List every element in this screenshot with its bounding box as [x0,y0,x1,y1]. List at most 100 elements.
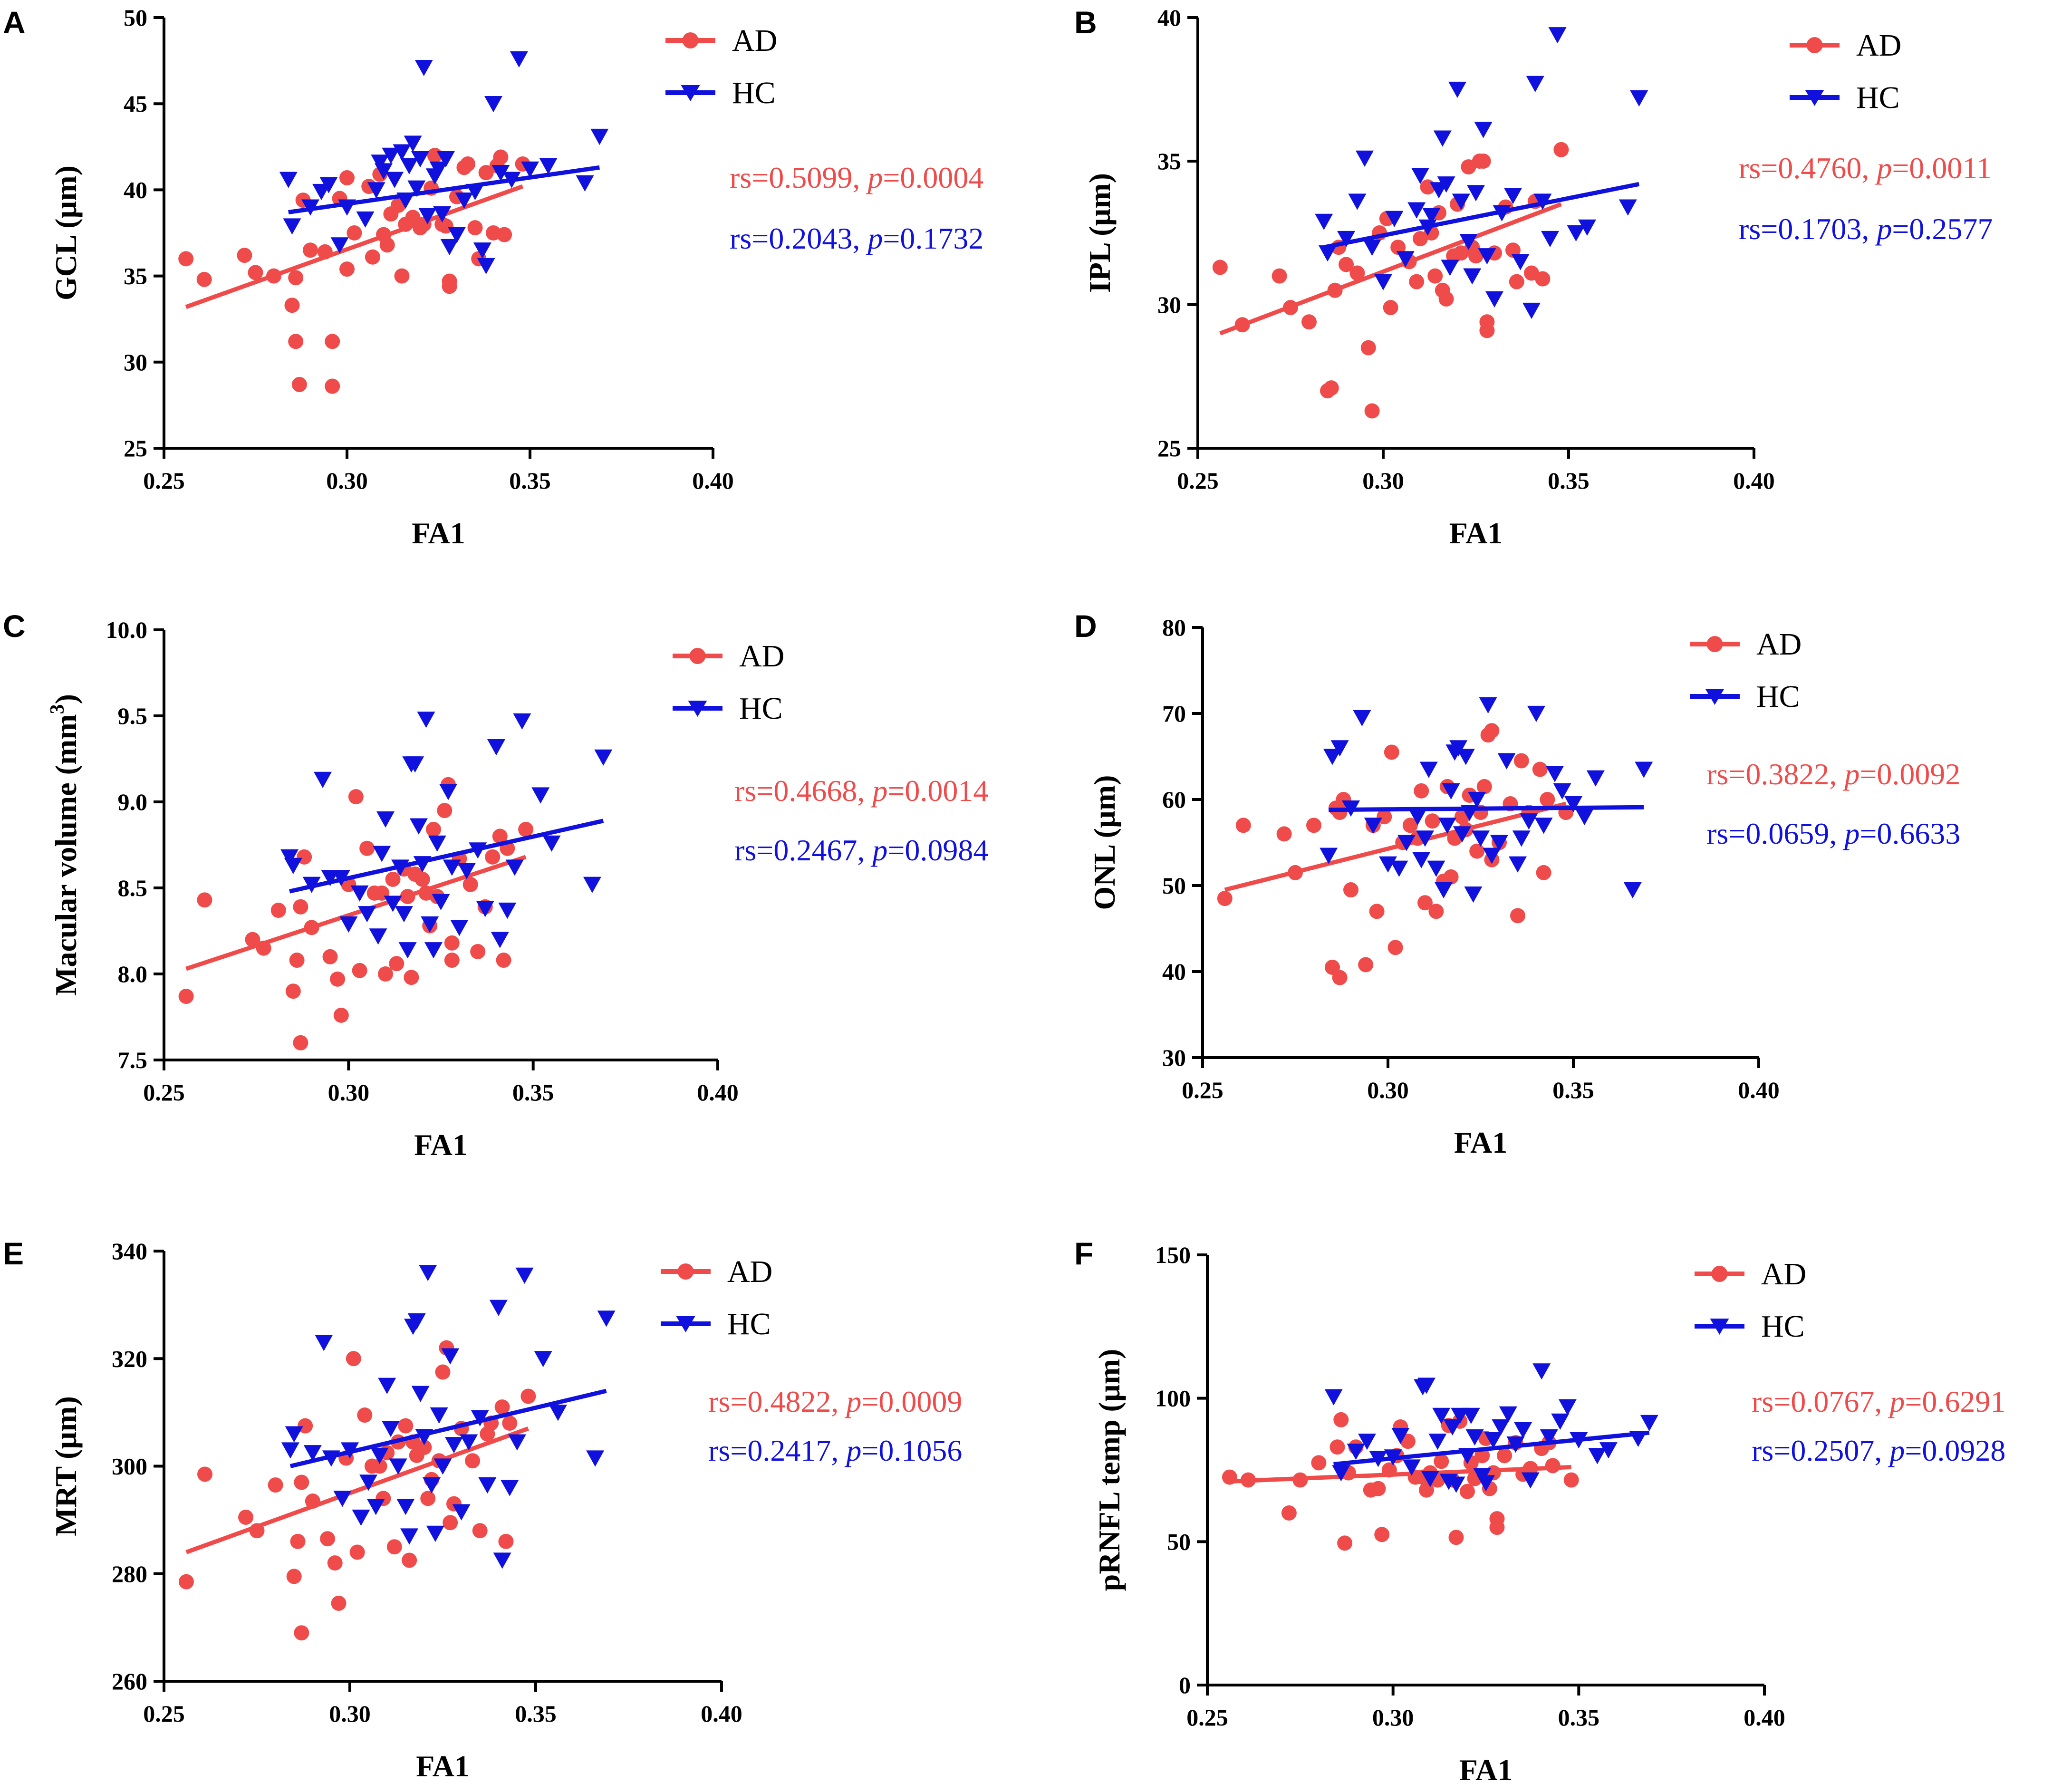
ad-point [1349,265,1365,281]
ad-point [1370,1481,1386,1496]
stat-p-label: p [870,833,887,867]
ad-point [331,1595,347,1611]
hc-point [279,172,298,188]
y-tick-label: 30 [1157,291,1181,318]
ad-point [1448,1530,1464,1545]
hc-point [358,906,376,923]
stat-rs: rs=0.3822, [1706,757,1844,791]
ad-point [437,803,453,819]
stat-rs: rs=0.5099, [730,161,867,194]
hc-point [1546,766,1564,782]
hc-point [471,1410,489,1426]
stat-hc: rs=0.2043, p=0.1732 [730,222,983,255]
y-tick-label: 30 [1162,1044,1186,1071]
ad-point [518,821,534,837]
y-tick-label: 9.0 [118,789,148,815]
hc-point [1320,848,1338,864]
ad-point [425,821,441,837]
ad-point [398,1418,414,1434]
y-tick-label: 8.5 [118,875,148,901]
hc-point [1435,882,1453,899]
panel-d: D 30 40 50 60 70 80 0.25 0.30 0.35 0.40 FA1 ONL (µm)… [1074,608,1960,1159]
legend-marker-hc [1805,90,1824,106]
hc-point [1623,882,1642,899]
stat-p-label: p [866,222,883,255]
y-tick-label: 35 [1157,148,1181,174]
hc-point [330,237,349,254]
ad-point [1235,818,1251,833]
hc-point [1433,130,1452,147]
ad-point [1387,940,1403,955]
ad-point [386,1539,402,1555]
hc-point [303,1445,322,1462]
hc-point [1578,219,1596,236]
x-axis-label: FA1 [1459,1753,1513,1787]
ad-point [333,1007,349,1023]
ad-point [1212,260,1228,275]
ad-point [352,963,367,978]
legend-marker-hc [681,85,700,101]
hc-point [477,258,495,274]
hc-point [539,158,558,174]
hc-point [510,51,528,68]
hc-point [393,144,411,161]
hc-point [1586,770,1605,787]
hc-point [285,1426,303,1443]
hc-point [367,182,385,199]
hc-point [1422,208,1441,224]
stat-p-value: =0.0092 [1859,757,1960,791]
panel-letter: A [3,5,26,40]
ad-point [346,1351,361,1367]
ad-point [1390,240,1406,255]
ad-point [285,983,301,999]
hc-point [384,896,402,912]
hc-point [441,1348,460,1365]
hc-point [1588,1448,1607,1464]
x-tick-label: 0.35 [1548,467,1590,494]
ad-point [1281,1505,1297,1521]
ad-point [327,1555,343,1571]
stat-rs: rs=0.2043, [730,222,867,255]
ad-point [1497,1448,1513,1464]
hc-point [1485,291,1503,308]
y-tick-label: 70 [1162,700,1186,727]
y-tick-label: 260 [112,1668,147,1695]
hc-point [411,151,429,168]
legend-marker-ad [1806,37,1823,53]
y-tick-label: 35 [124,263,147,289]
hc-point [382,1421,400,1437]
y-axis-label: GCL (µm) [49,165,83,300]
ad-fit-line [1219,202,1562,336]
hc-point [1551,1413,1570,1430]
stat-p-value: =0.0011 [1892,151,1992,185]
hc-point [491,932,509,948]
hc-point [385,172,404,188]
ad-point [357,1407,373,1423]
hc-point [369,928,387,945]
stat-p-label: p [866,161,883,194]
x-tick-label: 0.40 [692,467,734,494]
hc-point [455,192,473,209]
stat-hc: rs=0.2507, p=0.0928 [1752,1434,2005,1467]
stat-ad: rs=0.3822, p=0.0092 [1706,757,1960,791]
ad-point [443,1515,458,1531]
stat-ad: rs=0.0767, p=0.6291 [1752,1385,2005,1418]
ad-point [1333,1412,1349,1427]
hc-point [505,859,524,876]
hc-point [1492,1419,1510,1436]
hc-point [315,1335,333,1351]
y-axis-label: IPL (µm) [1083,173,1117,293]
ad-point [435,1364,451,1380]
ad-point [394,268,410,284]
hc-point [515,1267,534,1284]
hc-point [370,1447,389,1464]
hc-point [1463,268,1482,285]
hc-fit-line [1329,805,1644,812]
x-tick-label: 0.30 [329,1700,371,1727]
y-tick-label: 0 [1179,1672,1191,1698]
ad-point [1358,957,1374,973]
hc-point [534,1351,552,1368]
ad-point [237,248,252,263]
y-axis-label-superscript: 3 [47,704,68,714]
